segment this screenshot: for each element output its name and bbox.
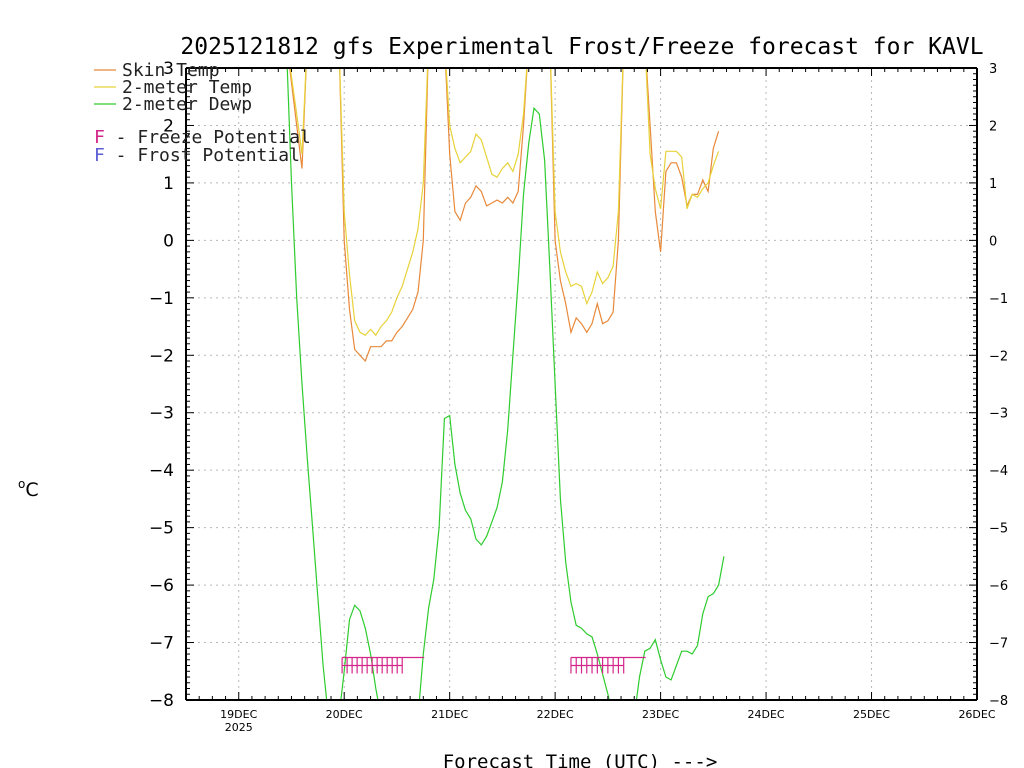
potential-legend-text: - Freeze Potential bbox=[105, 127, 311, 148]
y-tick-label-right: −5 bbox=[989, 522, 1008, 537]
y-tick-label-right: −4 bbox=[989, 464, 1008, 479]
y-tick-label-left: −6 bbox=[149, 576, 174, 596]
legend-label: 2-meter Temp bbox=[122, 77, 252, 98]
chart-title: 2025121812 gfs Experimental Frost/Freeze… bbox=[180, 34, 983, 60]
y-tick-label-right: −3 bbox=[989, 407, 1008, 422]
y-tick-label-right: −7 bbox=[989, 637, 1008, 652]
y-tick-label-left: −7 bbox=[149, 634, 174, 654]
y-tick-label-left: −8 bbox=[149, 691, 174, 711]
y-tick-label-right: 3 bbox=[989, 62, 997, 77]
x-tick-label: 24DEC bbox=[748, 708, 785, 721]
series-line-skin-temp bbox=[289, 68, 720, 363]
y-tick-label-right: −2 bbox=[989, 349, 1008, 364]
y-tick-label-left: −5 bbox=[149, 519, 174, 539]
y-tick-label-left: 3 bbox=[163, 59, 174, 79]
y-tick-label-left: 2 bbox=[163, 116, 174, 136]
grid-lines bbox=[186, 67, 978, 701]
series-layer bbox=[286, 68, 725, 700]
y-axis-unit-degree: o bbox=[18, 477, 25, 491]
x-tick-label: 26DEC bbox=[958, 708, 995, 721]
x-tick-label: 23DEC bbox=[642, 708, 679, 721]
potential-legend-item: F - Freeze Potential bbox=[94, 127, 311, 148]
y-tick-label-left: −3 bbox=[149, 404, 174, 424]
y-tick-labels: 3 3 2 2 1 1 0 0 −1 −1 −2 −2 −3 −3 −4 −4 −5 −5 −6 −6 −7 −7 −8 −8 bbox=[149, 59, 1008, 711]
x-tick-label: 21DEC bbox=[431, 708, 468, 721]
y-tick-label-left: −2 bbox=[149, 346, 174, 366]
y-tick-label-right: 0 bbox=[989, 234, 997, 249]
x-tick-label: 20DEC bbox=[326, 708, 363, 721]
y-tick-label-right: −6 bbox=[989, 579, 1008, 594]
y-tick-label-right: 2 bbox=[989, 119, 997, 134]
series-line-2-meter-dewp bbox=[286, 68, 725, 700]
y-axis-label: oC bbox=[18, 477, 39, 501]
y-tick-label-left: 1 bbox=[163, 174, 174, 194]
x-tick-label: 22DEC bbox=[537, 708, 574, 721]
series-line-2-meter-temp bbox=[289, 68, 720, 337]
legend-label: Skin Temp bbox=[122, 60, 220, 81]
y-tick-label-left: 0 bbox=[163, 231, 174, 251]
y-tick-label-right: −1 bbox=[989, 292, 1008, 307]
x-axis-label: Forecast Time (UTC) ---> bbox=[443, 751, 718, 768]
potential-legend-letter: F bbox=[94, 127, 105, 148]
axes bbox=[185, 67, 978, 701]
x-tick-label: 25DEC bbox=[853, 708, 890, 721]
y-axis-unit: C bbox=[25, 479, 38, 501]
x-tick-sublabel: 2025 bbox=[225, 721, 253, 734]
freeze-marker-group bbox=[570, 656, 646, 674]
potential-legend-letter: F bbox=[94, 145, 105, 166]
legend-label: 2-meter Dewp bbox=[122, 94, 252, 115]
x-tick-label: 19DEC bbox=[220, 708, 257, 721]
y-tick-label-right: −8 bbox=[989, 694, 1008, 709]
freeze-marker-group bbox=[341, 656, 425, 674]
potential-legend-item: F - Frost Potential bbox=[94, 145, 300, 166]
freeze-markers bbox=[341, 656, 646, 674]
y-tick-label-left: −1 bbox=[149, 289, 174, 309]
y-tick-label-right: 1 bbox=[989, 177, 997, 192]
potential-legend-text: - Frost Potential bbox=[105, 145, 300, 166]
y-tick-label-left: −4 bbox=[149, 461, 174, 481]
